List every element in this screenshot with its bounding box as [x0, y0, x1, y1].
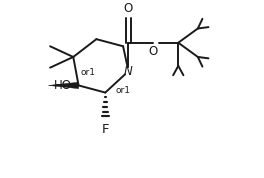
Text: O: O — [149, 45, 158, 58]
Polygon shape — [48, 82, 79, 89]
Text: or1: or1 — [115, 86, 130, 95]
Text: O: O — [124, 2, 133, 15]
Text: or1: or1 — [80, 69, 95, 77]
Text: F: F — [102, 123, 109, 137]
Text: N: N — [124, 65, 133, 78]
Text: HO: HO — [54, 79, 72, 92]
